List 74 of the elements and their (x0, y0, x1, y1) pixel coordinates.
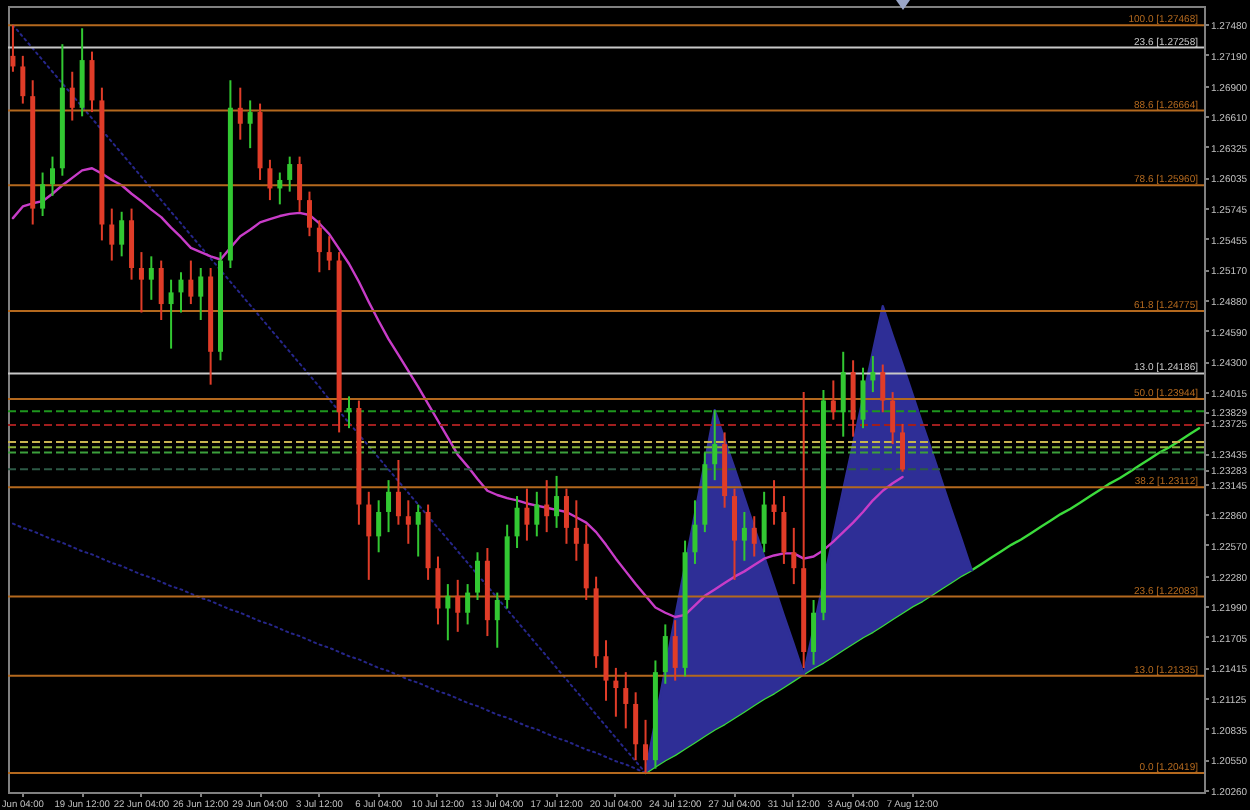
candlestick (900, 422, 906, 473)
candlestick (287, 155, 293, 193)
candlestick (692, 499, 698, 565)
candlestick (69, 70, 75, 122)
candlestick (435, 555, 441, 626)
candlestick (168, 278, 174, 350)
candlestick (158, 259, 164, 321)
candlestick (79, 27, 85, 118)
candlestick (860, 366, 866, 430)
candlestick (20, 54, 26, 105)
candlestick (573, 499, 579, 562)
candlestick (514, 495, 520, 550)
candlestick (465, 583, 471, 626)
candlestick (712, 409, 718, 482)
candlestick (672, 619, 678, 682)
candlestick (751, 515, 757, 558)
candlestick (475, 551, 480, 602)
candlestick (148, 255, 154, 301)
candlestick (850, 359, 856, 438)
candlestick (326, 235, 332, 272)
candlestick (613, 666, 619, 718)
candlestick (840, 350, 846, 438)
candlestick (386, 479, 392, 534)
candlestick (563, 487, 569, 545)
candlestick (741, 510, 747, 562)
candlestick (524, 487, 530, 542)
candlestick (346, 395, 352, 430)
candlestick (89, 50, 95, 114)
candlestick (40, 171, 46, 218)
candlestick (366, 490, 372, 581)
candlestick (247, 99, 253, 150)
candlestick (623, 671, 629, 730)
candlestick (277, 171, 283, 206)
candlestick (316, 219, 322, 274)
candlestick (830, 379, 836, 421)
candlestick (445, 583, 451, 642)
candlestick (306, 190, 312, 238)
candlestick (643, 718, 649, 774)
candlestick (297, 155, 303, 213)
candlestick (119, 210, 125, 258)
line-series (11, 167, 904, 619)
candlestick (138, 251, 144, 314)
candlestick (870, 355, 876, 394)
candlestick (603, 639, 609, 702)
candlestick (376, 499, 382, 554)
candlestick (109, 207, 115, 262)
candlestick (544, 479, 550, 534)
candlestick (395, 458, 401, 526)
candlestick (890, 391, 896, 446)
candlestick (494, 591, 500, 649)
line-series (644, 426, 1201, 775)
candlestick (761, 490, 767, 554)
candlestick (129, 207, 135, 281)
candlestick (455, 578, 461, 633)
candlestick (10, 24, 16, 73)
candlestick (771, 479, 777, 526)
candlestick (178, 271, 184, 314)
candlestick (781, 495, 787, 565)
candlestick (534, 490, 540, 538)
candlestick (583, 523, 589, 602)
candlestick (415, 503, 421, 558)
candlestick (267, 158, 273, 202)
candlestick (49, 155, 55, 197)
candlestick (732, 487, 737, 581)
candlestick (791, 526, 797, 586)
candlestick (188, 259, 194, 306)
candlestick (633, 691, 639, 762)
candlestick (237, 86, 243, 141)
candlestick (405, 499, 411, 545)
candlestick (880, 363, 886, 414)
candlestick (811, 599, 817, 666)
candlestick (198, 267, 204, 321)
candlestick (662, 623, 668, 685)
candlestick (554, 474, 560, 529)
